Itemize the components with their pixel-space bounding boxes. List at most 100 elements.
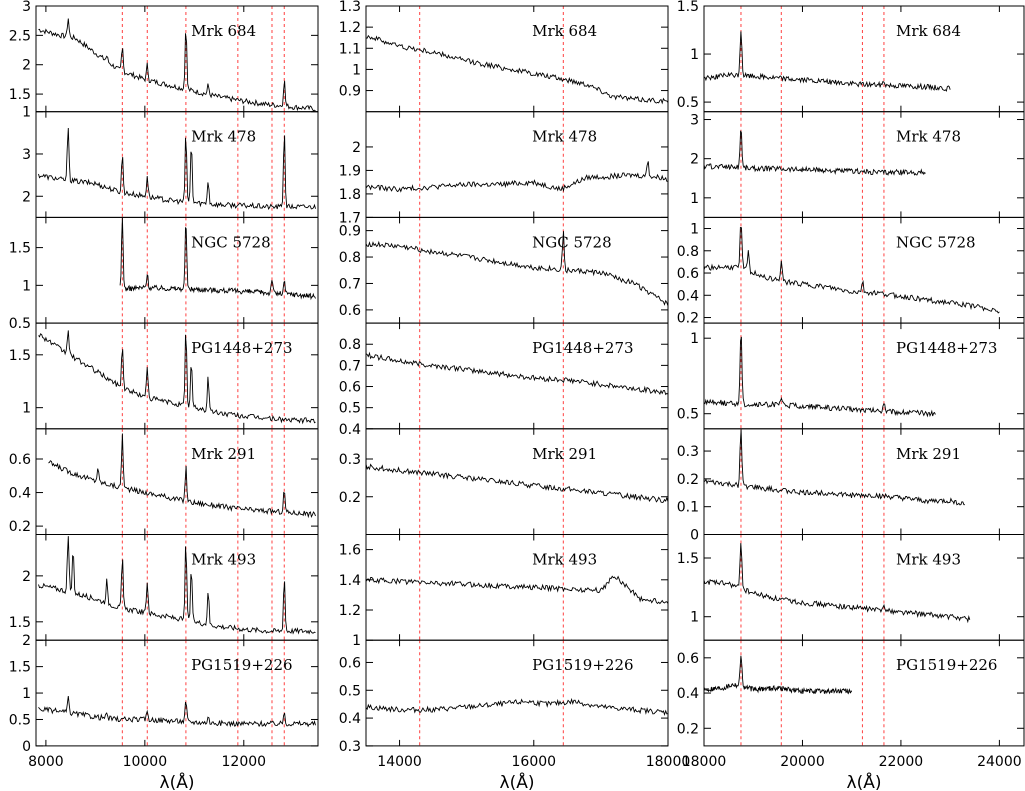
y-tick-label: 0.4 bbox=[339, 711, 361, 727]
panel-frame bbox=[365, 111, 669, 218]
panel-0-6: 0 0.5 1 1.5 2 PG1519+226 bbox=[9, 633, 319, 755]
spectrum-line bbox=[365, 575, 669, 605]
y-tick-label: 0.2 bbox=[677, 311, 699, 327]
x-tick-label: 22000 bbox=[879, 754, 924, 770]
spectrum-line bbox=[48, 433, 316, 519]
panel-label: Mrk 291 bbox=[532, 445, 597, 463]
x-axis-label: λ(Å) bbox=[500, 771, 535, 791]
spectrum-line bbox=[365, 34, 669, 105]
y-tick-label: 0.2 bbox=[677, 472, 699, 488]
panel-0-0: 1.5 2 2.5 3 Mrk 684 bbox=[9, 0, 319, 113]
panel-2-3: 0.5 1 PG1448+273 bbox=[677, 322, 1025, 430]
y-tick-label: 1.5 bbox=[9, 241, 31, 257]
y-tick-label: 2 bbox=[22, 569, 31, 585]
panel-label: PG1448+273 bbox=[191, 339, 292, 357]
panel-label: Mrk 478 bbox=[191, 128, 256, 146]
panel-label: Mrk 478 bbox=[896, 128, 961, 146]
panel-frame bbox=[35, 111, 319, 218]
panel-2-2: 0.2 0.4 0.6 0.8 1 NGC 5728 bbox=[677, 216, 1025, 327]
panel-label: PG1448+273 bbox=[532, 339, 633, 357]
panel-2-4: 0 0.1 0.2 0.3 Mrk 291 bbox=[677, 428, 1025, 544]
panel-label: Mrk 291 bbox=[896, 445, 961, 463]
panel-0-4: 0.2 0.4 0.6 Mrk 291 bbox=[9, 428, 319, 535]
panel-2-5: 1 1.5 Mrk 493 bbox=[677, 534, 1025, 641]
x-tick-label: 24000 bbox=[977, 754, 1022, 770]
x-axis-label: λ(Å) bbox=[160, 771, 195, 791]
y-tick-label: 1.5 bbox=[677, 551, 699, 567]
y-tick-label: 0.5 bbox=[9, 712, 31, 728]
panel-1-2: 0.6 0.7 0.8 0.9 NGC 5728 bbox=[339, 216, 669, 324]
y-tick-label: 0.5 bbox=[339, 401, 361, 417]
y-tick-label: 2 bbox=[352, 140, 361, 156]
panel-label: Mrk 684 bbox=[896, 22, 961, 40]
y-tick-label: 1.2 bbox=[339, 603, 361, 619]
panel-label: Mrk 684 bbox=[191, 22, 256, 40]
y-tick-label: 0.4 bbox=[339, 422, 361, 438]
panel-2-6: 0.2 0.4 0.6 PG1519+226 bbox=[677, 639, 1025, 747]
spectrum-line bbox=[38, 695, 316, 728]
x-tick-label: 20000 bbox=[780, 754, 825, 770]
spectrum-line bbox=[365, 463, 669, 503]
y-tick-label: 2 bbox=[690, 152, 699, 168]
panel-label: Mrk 478 bbox=[532, 128, 597, 146]
y-tick-label: 1.8 bbox=[339, 187, 361, 203]
y-tick-label: 1 bbox=[690, 331, 699, 347]
spectrum-line bbox=[703, 655, 853, 695]
spectrum-line bbox=[119, 217, 316, 301]
panel-label: Mrk 493 bbox=[532, 551, 597, 569]
x-tick-label: 18000 bbox=[646, 754, 691, 770]
y-tick-label: 0.7 bbox=[339, 276, 361, 292]
panel-frame bbox=[35, 216, 319, 324]
y-tick-label: 1.4 bbox=[339, 573, 361, 589]
y-tick-label: 0.9 bbox=[339, 224, 361, 240]
y-tick-label: 1.2 bbox=[339, 20, 361, 36]
y-tick-label: 0.8 bbox=[339, 250, 361, 266]
y-tick-label: 2 bbox=[22, 633, 31, 649]
y-tick-label: 0.8 bbox=[677, 244, 699, 260]
y-tick-label: 1 bbox=[352, 633, 361, 649]
spectrum-line bbox=[365, 231, 669, 307]
panel-1-0: 0.9 1 1.1 1.2 1.3 Mrk 684 bbox=[339, 0, 669, 113]
y-tick-label: 0.5 bbox=[339, 683, 361, 699]
panel-frame bbox=[35, 5, 319, 113]
panel-1-3: 0.4 0.5 0.6 0.7 0.8 PG1448+273 bbox=[339, 322, 669, 438]
y-tick-label: 0 bbox=[690, 528, 699, 544]
x-tick-label: 18000 bbox=[682, 754, 727, 770]
panel-label: Mrk 291 bbox=[191, 445, 256, 463]
panel-1-6: 0.3 0.4 0.5 0.6 PG1519+226 bbox=[339, 639, 669, 755]
y-tick-label: 1 bbox=[690, 47, 699, 63]
y-tick-label: 1.5 bbox=[9, 87, 31, 103]
y-tick-label: 1 bbox=[22, 278, 31, 294]
y-tick-label: 0.5 bbox=[9, 316, 31, 332]
panel-1-1: 1.7 1.8 1.9 2 Mrk 478 bbox=[339, 111, 669, 226]
panel-1-5: 1 1.2 1.4 1.6 Mrk 493 bbox=[339, 534, 669, 649]
spectrum-line bbox=[38, 127, 316, 210]
y-tick-label: 1 bbox=[22, 401, 31, 417]
y-tick-label: 1.1 bbox=[339, 41, 361, 57]
y-tick-label: 3 bbox=[690, 113, 699, 129]
y-tick-label: 2.5 bbox=[9, 28, 31, 44]
panel-label: Mrk 684 bbox=[532, 22, 597, 40]
panel-frame bbox=[703, 428, 1025, 535]
y-tick-label: 0.6 bbox=[677, 266, 699, 282]
y-tick-label: 0.5 bbox=[677, 407, 699, 423]
y-tick-label: 1.9 bbox=[339, 163, 361, 179]
panel-frame bbox=[703, 111, 1025, 218]
y-tick-label: 0.6 bbox=[677, 651, 699, 667]
y-tick-label: 1 bbox=[22, 686, 31, 702]
panel-0-3: 1 1.5 PG1448+273 bbox=[9, 322, 319, 430]
panel-frame bbox=[35, 428, 319, 535]
y-tick-label: 0.9 bbox=[339, 84, 361, 100]
spectrum-line bbox=[365, 697, 669, 716]
spectrum-line bbox=[703, 226, 1000, 314]
panel-frame bbox=[365, 216, 669, 324]
panel-frame bbox=[365, 5, 669, 113]
panel-label: Mrk 493 bbox=[191, 551, 256, 569]
panel-frame bbox=[703, 216, 1025, 324]
spectrum-line bbox=[365, 161, 669, 193]
y-tick-label: 0.3 bbox=[339, 739, 361, 755]
spectrum-line bbox=[703, 31, 951, 92]
panel-frame bbox=[365, 534, 669, 641]
y-tick-label: 1.5 bbox=[9, 615, 31, 631]
